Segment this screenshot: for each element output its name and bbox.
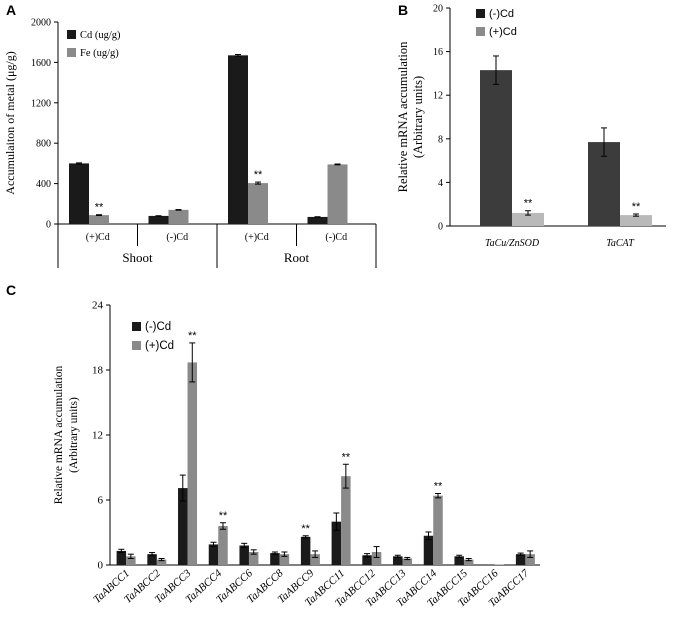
x-tick-label: (+)Cd	[245, 232, 269, 243]
legend-swatch	[132, 341, 141, 350]
bar-cd	[126, 556, 136, 565]
y-tick-label: 18	[92, 365, 104, 377]
x-tick-label: TaCu/ZnSOD	[485, 238, 540, 249]
bar-cd	[300, 536, 311, 565]
significance-marker: **	[95, 202, 104, 214]
y-tick-label: 1600	[31, 58, 51, 69]
bar-cd	[393, 556, 403, 565]
group-label: Shoot	[122, 250, 153, 265]
bar-cd	[362, 555, 372, 565]
bar-cd	[480, 70, 512, 226]
bar-cd	[512, 212, 544, 226]
group-label: Root	[284, 250, 310, 265]
bar-cd	[187, 362, 198, 565]
bar-cd	[279, 554, 290, 565]
legend-swatch	[67, 48, 76, 57]
y-axis-subtitle: (Arbitrary units)	[68, 397, 80, 473]
y-tick-label: 24	[92, 300, 104, 312]
significance-marker: **	[301, 523, 310, 535]
bar-cd	[525, 554, 535, 565]
panel-label-b: B	[398, 2, 408, 18]
bar-cd	[485, 564, 495, 565]
significance-marker: **	[219, 510, 228, 522]
bar-feugg	[168, 209, 189, 224]
bar-cdugg	[228, 55, 248, 224]
legend-label: (-)Cd	[145, 321, 171, 333]
legend-label: (+)Cd	[145, 340, 174, 352]
significance-marker: **	[254, 169, 263, 181]
y-axis-title: Relative mRNA accumulation	[396, 41, 410, 192]
legend-swatch	[476, 27, 485, 36]
x-tick-label: (-)Cd	[166, 232, 188, 243]
significance-marker: **	[434, 481, 443, 493]
bar-cd	[423, 535, 434, 565]
significance-marker: **	[342, 451, 351, 463]
bar-cd	[371, 552, 382, 565]
bar-cd	[116, 550, 127, 565]
bar-cd	[218, 526, 228, 565]
y-tick-label: 12	[433, 91, 443, 102]
legend-swatch	[67, 30, 76, 39]
panel-label-a: A	[6, 2, 16, 18]
legend-label: Cd (ug/g)	[80, 30, 121, 41]
legend-swatch	[476, 9, 485, 18]
bar-cd	[402, 558, 413, 565]
y-tick-label: 16	[433, 47, 443, 58]
bar-cdugg	[148, 215, 169, 224]
bar-feugg	[327, 164, 348, 224]
panel-label-c: C	[6, 282, 16, 298]
bar-cd	[147, 554, 157, 565]
bar-cdugg	[307, 216, 328, 224]
bar-cd	[239, 545, 249, 565]
bar-feugg	[89, 215, 109, 224]
bar-cd	[454, 556, 464, 565]
bar-cd	[178, 488, 188, 565]
y-axis-subtitle: (Arbitrary units)	[411, 76, 425, 158]
y-tick-label: 4	[438, 178, 443, 189]
bar-cd	[341, 476, 351, 565]
y-tick-label: 800	[36, 139, 51, 150]
bar-cd	[494, 564, 505, 565]
chart-b: 0 4 8 12 16 20 ** ** TaCu/ZnSOD TaCAT Relative mRN…	[396, 4, 666, 249]
y-tick-label: 6	[98, 495, 104, 507]
legend-label: (-)Cd	[489, 8, 514, 20]
bar-cd	[433, 495, 443, 565]
y-tick-label: 2000	[31, 18, 51, 29]
bar-cd	[620, 215, 652, 226]
y-tick-label: 400	[36, 179, 51, 190]
significance-marker: **	[188, 330, 197, 342]
bar-cdugg	[69, 163, 89, 224]
y-tick-label: 20	[433, 4, 443, 15]
y-tick-label: 0	[438, 222, 443, 233]
x-tick-label: TaCAT	[606, 238, 635, 249]
chart-a: 0 400 800 1200 1600 2000 ** ** (+)Cd (-)Cd (+)Cd (-…	[3, 18, 377, 268]
legend-label: Fe (ug/g)	[80, 48, 119, 59]
y-axis-title: Accumulaiton of metal (μg/g)	[3, 51, 17, 194]
x-tick-label: (-)Cd	[325, 232, 347, 243]
bar-feugg	[248, 183, 268, 224]
y-axis-title: Relative mRNA accumulation	[53, 365, 65, 504]
bar-cd	[270, 553, 280, 565]
bar-cd	[248, 552, 259, 565]
y-tick-label: 1200	[31, 98, 51, 109]
significance-marker: **	[632, 201, 641, 213]
bar-cd	[331, 521, 342, 565]
y-tick-label: 0	[98, 560, 104, 572]
x-tick-label: (+)Cd	[86, 232, 110, 243]
legend-swatch	[132, 322, 141, 331]
y-tick-label: 0	[46, 220, 51, 231]
significance-marker: **	[524, 198, 533, 210]
bar-cd	[310, 554, 320, 565]
bar-cd	[463, 559, 474, 565]
y-tick-label: 12	[92, 430, 103, 442]
bar-cd	[156, 559, 167, 565]
legend-label: (+)Cd	[489, 26, 517, 38]
y-tick-label: 8	[438, 134, 443, 145]
chart-c: 06121824**********TaABCC1TaABCC2TaABCC3T…	[53, 300, 540, 610]
bar-cd	[515, 554, 526, 565]
bar-cd	[208, 544, 219, 565]
